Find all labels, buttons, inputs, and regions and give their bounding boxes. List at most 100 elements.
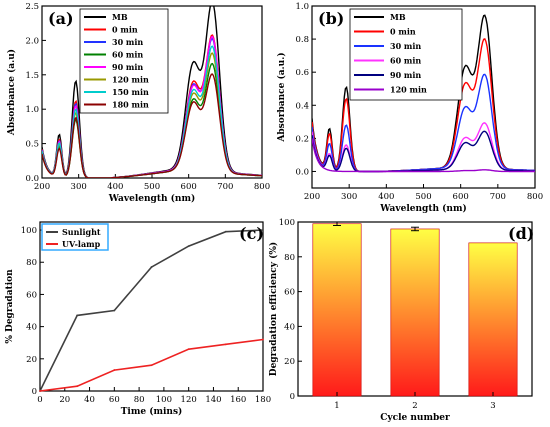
- legend-label: 150 min: [112, 87, 149, 97]
- y-tick-label: 40: [26, 323, 37, 333]
- x-tick-label: 80: [134, 395, 145, 405]
- x-tick-label: 160: [230, 395, 246, 405]
- data-point: [224, 230, 227, 233]
- x-tick-label: 200: [34, 182, 50, 192]
- panel-label: (d): [508, 224, 534, 243]
- series-line: [312, 138, 535, 173]
- x-tick-label: 180: [255, 395, 271, 405]
- y-tick-label: 0.2: [295, 134, 309, 144]
- plot-frame: [39, 221, 264, 392]
- data-point: [224, 343, 227, 346]
- legend-label: 120 min: [112, 75, 149, 85]
- panel-label: (c): [239, 224, 264, 243]
- x-tick-label: 500: [144, 182, 160, 192]
- data-point: [187, 348, 190, 351]
- data-point: [187, 245, 190, 248]
- bar: [390, 228, 440, 397]
- y-tick-label: 100: [279, 218, 295, 228]
- x-tick-label: 800: [527, 192, 543, 202]
- legend-label: 30 min: [390, 41, 421, 51]
- series-line: [312, 130, 535, 173]
- x-tick-label: 800: [254, 182, 270, 192]
- data-point: [113, 369, 116, 371]
- panel-c: 0 20 40 60 80 100 120 140 160 180020406080100Time…: [5, 221, 271, 417]
- y-tick-label: 60: [26, 290, 37, 300]
- legend-label: 60 min: [112, 50, 143, 60]
- x-axis-label: Cycle number: [380, 413, 450, 423]
- bar: [312, 223, 362, 397]
- y-tick-label: 80: [26, 258, 37, 268]
- data-point: [113, 309, 116, 312]
- legend-label: MB: [112, 12, 128, 22]
- panel-label: (a): [48, 9, 74, 28]
- legend-label: 90 min: [390, 70, 421, 80]
- y-tick-label: 0: [32, 387, 37, 397]
- x-tick-label: 300: [341, 192, 357, 202]
- legend-label: MB: [390, 12, 406, 22]
- y-tick-label: 0.0: [25, 174, 39, 184]
- y-axis-label: Degradation efficiency (%): [268, 242, 279, 376]
- legend-label: 180 min: [112, 100, 149, 110]
- y-tick-label: 0.4: [295, 101, 309, 111]
- data-point: [150, 266, 153, 268]
- x-tick-label: 0: [37, 395, 42, 405]
- data-point: [262, 338, 264, 341]
- y-tick-label: 60: [284, 288, 295, 298]
- legend-label: 0 min: [112, 25, 138, 35]
- y-tick-label: 0.8: [295, 35, 309, 45]
- data-point: [39, 390, 41, 392]
- legend-box: [79, 8, 169, 114]
- y-tick-label: 1.5: [25, 71, 39, 81]
- y-tick-label: 20: [26, 355, 37, 365]
- y-axis-label: Absorbance (a.u): [6, 49, 17, 136]
- series-line: [39, 229, 264, 392]
- panel-label: (b): [318, 9, 344, 28]
- legend-box: [349, 8, 463, 101]
- legend-label: UV-lamp: [62, 239, 101, 249]
- x-tick-label: 120: [181, 395, 197, 405]
- y-tick-label: 1.0: [295, 2, 309, 12]
- data-point: [150, 364, 153, 367]
- y-tick-label: 20: [284, 357, 295, 367]
- y-tick-label: 0.0: [295, 167, 309, 177]
- x-axis-label: Time (mins): [121, 406, 183, 417]
- x-tick-label: 40: [84, 395, 95, 405]
- y-tick-label: 1.0: [25, 105, 39, 115]
- x-tick-label: 100: [156, 395, 172, 405]
- y-tick-label: 2.0: [25, 36, 39, 46]
- legend-label: 0 min: [390, 27, 416, 37]
- x-tick-label: 2: [412, 401, 417, 411]
- legend-label: Sunlight: [62, 227, 101, 237]
- x-tick-label: 300: [71, 182, 87, 192]
- x-axis-label: Wavelength (nm): [108, 193, 196, 204]
- y-tick-label: 100: [21, 226, 37, 236]
- series-line: [312, 73, 535, 173]
- data-point: [76, 385, 79, 388]
- x-tick-label: 700: [217, 182, 233, 192]
- x-tick-label: 60: [109, 395, 120, 405]
- y-tick-label: 0.6: [295, 68, 309, 78]
- legend-label: 90 min: [112, 62, 143, 72]
- x-tick-label: 500: [415, 192, 431, 202]
- y-tick-label: 40: [284, 322, 295, 332]
- x-tick-label: 3: [490, 401, 495, 411]
- legend-label: 30 min: [112, 37, 143, 47]
- y-tick-label: 0.5: [25, 140, 39, 150]
- data-point: [76, 314, 79, 317]
- data-point: [262, 229, 264, 231]
- panel-d: 0 20 40 60 80 100 1 2 3 Cycle number Degradation e…: [268, 218, 534, 423]
- x-tick-label: 600: [181, 182, 197, 192]
- y-tick-label: 80: [284, 253, 295, 263]
- y-axis-label: % Degradation: [5, 269, 15, 344]
- legend-label: 120 min: [390, 85, 427, 95]
- x-tick-label: 1: [334, 401, 339, 411]
- x-axis-label: Wavelength (nm): [379, 203, 467, 214]
- y-tick-label: 2.5: [25, 2, 39, 12]
- x-tick-label: 700: [490, 192, 506, 202]
- legend-box: [41, 223, 109, 251]
- y-tick-label: 0: [290, 392, 295, 402]
- x-tick-label: 140: [205, 395, 221, 405]
- legend-label: 60 min: [390, 56, 421, 66]
- x-tick-label: 600: [453, 192, 469, 202]
